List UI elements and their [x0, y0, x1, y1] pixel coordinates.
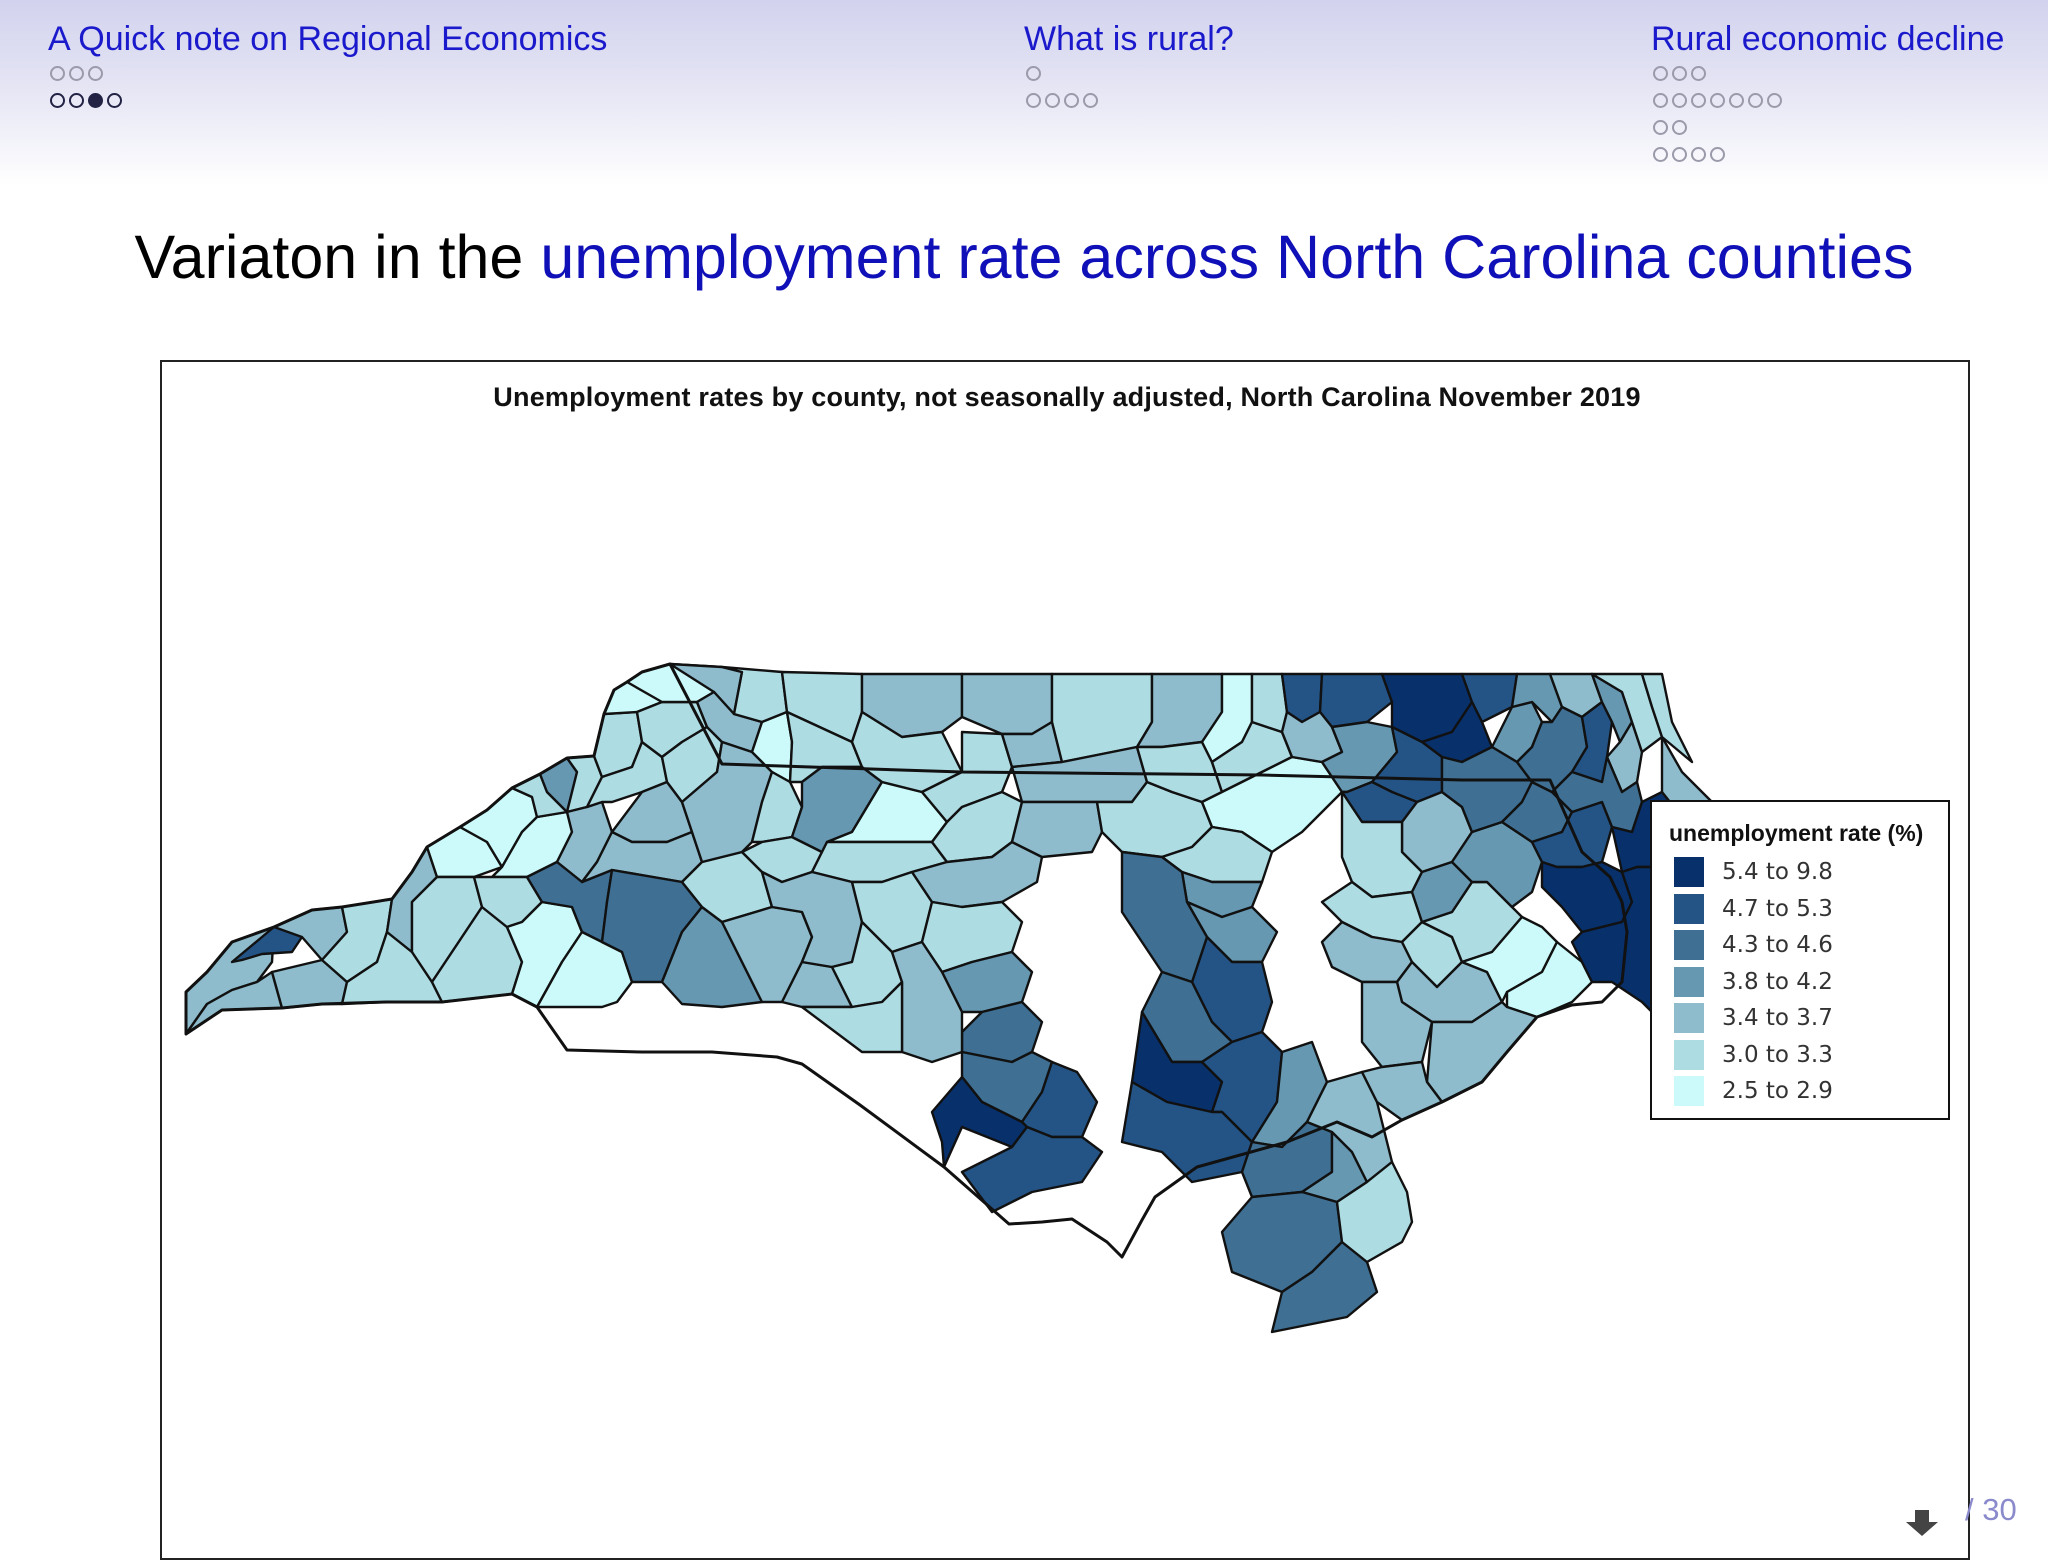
- county-region: [1460, 672, 1519, 724]
- county-region: [1460, 915, 1559, 1004]
- nav-section-rural-decline: Rural economic decline: [1651, 18, 2004, 168]
- subsection-dots: [1024, 60, 1234, 114]
- navigation-arrow-icon[interactable]: [1905, 1510, 1939, 1536]
- subsection-dot-row: [1651, 114, 2004, 141]
- subsection-dots: [1651, 60, 2004, 168]
- legend-swatch: [1674, 1039, 1704, 1070]
- county-region: [960, 672, 1054, 736]
- nav-section-title[interactable]: Rural economic decline: [1651, 20, 2005, 58]
- subsection-dot-row: [1024, 60, 1234, 87]
- legend-swatch: [1674, 930, 1704, 961]
- subsection-dot-row: [48, 87, 607, 114]
- nc-county-map: [184, 662, 1744, 1334]
- subsection-dot-icon[interactable]: [107, 93, 122, 108]
- county-region: [1120, 1080, 1254, 1184]
- subsection-dot-icon[interactable]: [1710, 93, 1725, 108]
- legend-label: 4.7 to 5.3: [1722, 895, 1833, 922]
- subsection-dot-row: [1024, 87, 1234, 114]
- subsection-dot-icon[interactable]: [1026, 93, 1041, 108]
- legend-item: 3.0 to 3.3: [1674, 1037, 1833, 1074]
- legend-swatch: [1674, 1076, 1704, 1107]
- subsection-dot-row: [1651, 141, 2004, 168]
- subsection-dot-icon[interactable]: [1672, 147, 1687, 162]
- county-region: [910, 840, 1044, 909]
- subsection-dot-icon[interactable]: [1672, 66, 1687, 81]
- county-region: [940, 950, 1034, 1014]
- legend-label: 3.8 to 4.2: [1722, 968, 1833, 995]
- subsection-dot-icon[interactable]: [69, 66, 84, 81]
- frame-title-plain: Variaton in the: [134, 223, 541, 291]
- county-region: [1640, 672, 1694, 764]
- county-region: [535, 930, 634, 1009]
- navigation-bar: A Quick note on Regional Economics What …: [0, 0, 2048, 185]
- subsection-dot-icon[interactable]: [1045, 93, 1060, 108]
- county-region: [960, 1125, 1104, 1214]
- subsection-dot-icon[interactable]: [1064, 93, 1079, 108]
- subsection-dot-icon[interactable]: [50, 93, 65, 108]
- legend-swatch: [1674, 857, 1704, 888]
- subsection-dot-icon[interactable]: [1653, 147, 1668, 162]
- county-region: [1360, 980, 1434, 1069]
- subsection-dot-row: [1651, 87, 2004, 114]
- subsection-dot-icon[interactable]: [69, 93, 84, 108]
- legend-label: 3.0 to 3.3: [1722, 1041, 1833, 1068]
- subsection-dot-row: [1651, 60, 2004, 87]
- frame-title-highlight: unemployment rate across North Carolina …: [540, 223, 1914, 291]
- legend-item: 2.5 to 2.9: [1674, 1073, 1833, 1110]
- county-region: [800, 980, 904, 1054]
- subsection-dot-icon[interactable]: [1672, 93, 1687, 108]
- nav-section-regional-economics: A Quick note on Regional Economics: [48, 18, 607, 114]
- map-legend: unemployment rate (%) 5.4 to 9.8 4.7 to 5…: [1650, 800, 1950, 1120]
- nav-section-what-is-rural: What is rural?: [1024, 18, 1234, 114]
- subsection-dot-icon[interactable]: [1729, 93, 1744, 108]
- map-title: Unemployment rates by county, not season…: [493, 382, 1641, 412]
- legend-label: 2.5 to 2.9: [1722, 1078, 1833, 1105]
- subsection-dot-icon[interactable]: [1653, 66, 1668, 81]
- subsection-dot-icon[interactable]: [1691, 147, 1706, 162]
- subsection-dot-icon[interactable]: [1653, 120, 1668, 135]
- legend-items: 5.4 to 9.8 4.7 to 5.3 4.3 to 4.6 3.8 to 4.2…: [1674, 854, 1833, 1110]
- subsection-dot-icon[interactable]: [1672, 120, 1687, 135]
- subsection-dot-icon[interactable]: [88, 66, 103, 81]
- legend-item: 3.8 to 4.2: [1674, 964, 1833, 1001]
- legend-label: 5.4 to 9.8: [1722, 859, 1833, 886]
- county-region: [1250, 672, 1289, 734]
- nav-section-title[interactable]: A Quick note on Regional Economics: [48, 20, 608, 58]
- legend-item: 4.3 to 4.6: [1674, 927, 1833, 964]
- county-region: [1270, 1240, 1379, 1334]
- subsection-dot-icon[interactable]: [50, 66, 65, 81]
- subsection-dots: [48, 60, 607, 114]
- legend-title: unemployment rate (%): [1669, 820, 1924, 846]
- page-number: / 30: [1965, 1492, 2017, 1527]
- legend-item: 4.7 to 5.3: [1674, 891, 1833, 928]
- map-figure: Unemployment rates by county, not season…: [160, 360, 1970, 1560]
- subsection-dot-icon[interactable]: [1748, 93, 1763, 108]
- nav-section-title[interactable]: What is rural?: [1024, 20, 1234, 58]
- legend-item: 3.4 to 3.7: [1674, 1000, 1833, 1037]
- legend-label: 4.3 to 4.6: [1722, 932, 1833, 959]
- legend-label: 3.4 to 3.7: [1722, 1005, 1833, 1032]
- subsection-dot-icon[interactable]: [1026, 66, 1041, 81]
- county-region: [1318, 672, 1394, 729]
- subsection-dot-icon[interactable]: [1653, 93, 1668, 108]
- legend-swatch: [1674, 1003, 1704, 1034]
- county-region: [1335, 1160, 1414, 1264]
- subsection-dot-icon[interactable]: [1083, 93, 1098, 108]
- legend-swatch: [1674, 893, 1704, 924]
- subsection-dot-icon[interactable]: [1691, 66, 1706, 81]
- county-region: [930, 1075, 1029, 1169]
- county-region: [1120, 850, 1209, 984]
- subsection-dot-icon[interactable]: [1710, 147, 1725, 162]
- legend-item: 5.4 to 9.8: [1674, 854, 1833, 891]
- subsection-dot-row: [48, 60, 607, 87]
- county-region: [1010, 800, 1104, 859]
- legend-swatch: [1674, 966, 1704, 997]
- subsection-dot-icon[interactable]: [88, 93, 103, 108]
- subsection-dot-icon[interactable]: [1691, 93, 1706, 108]
- frame-title: Variaton in the unemployment rate across…: [0, 218, 2048, 296]
- county-region: [1200, 755, 1344, 854]
- subsection-dot-icon[interactable]: [1767, 93, 1782, 108]
